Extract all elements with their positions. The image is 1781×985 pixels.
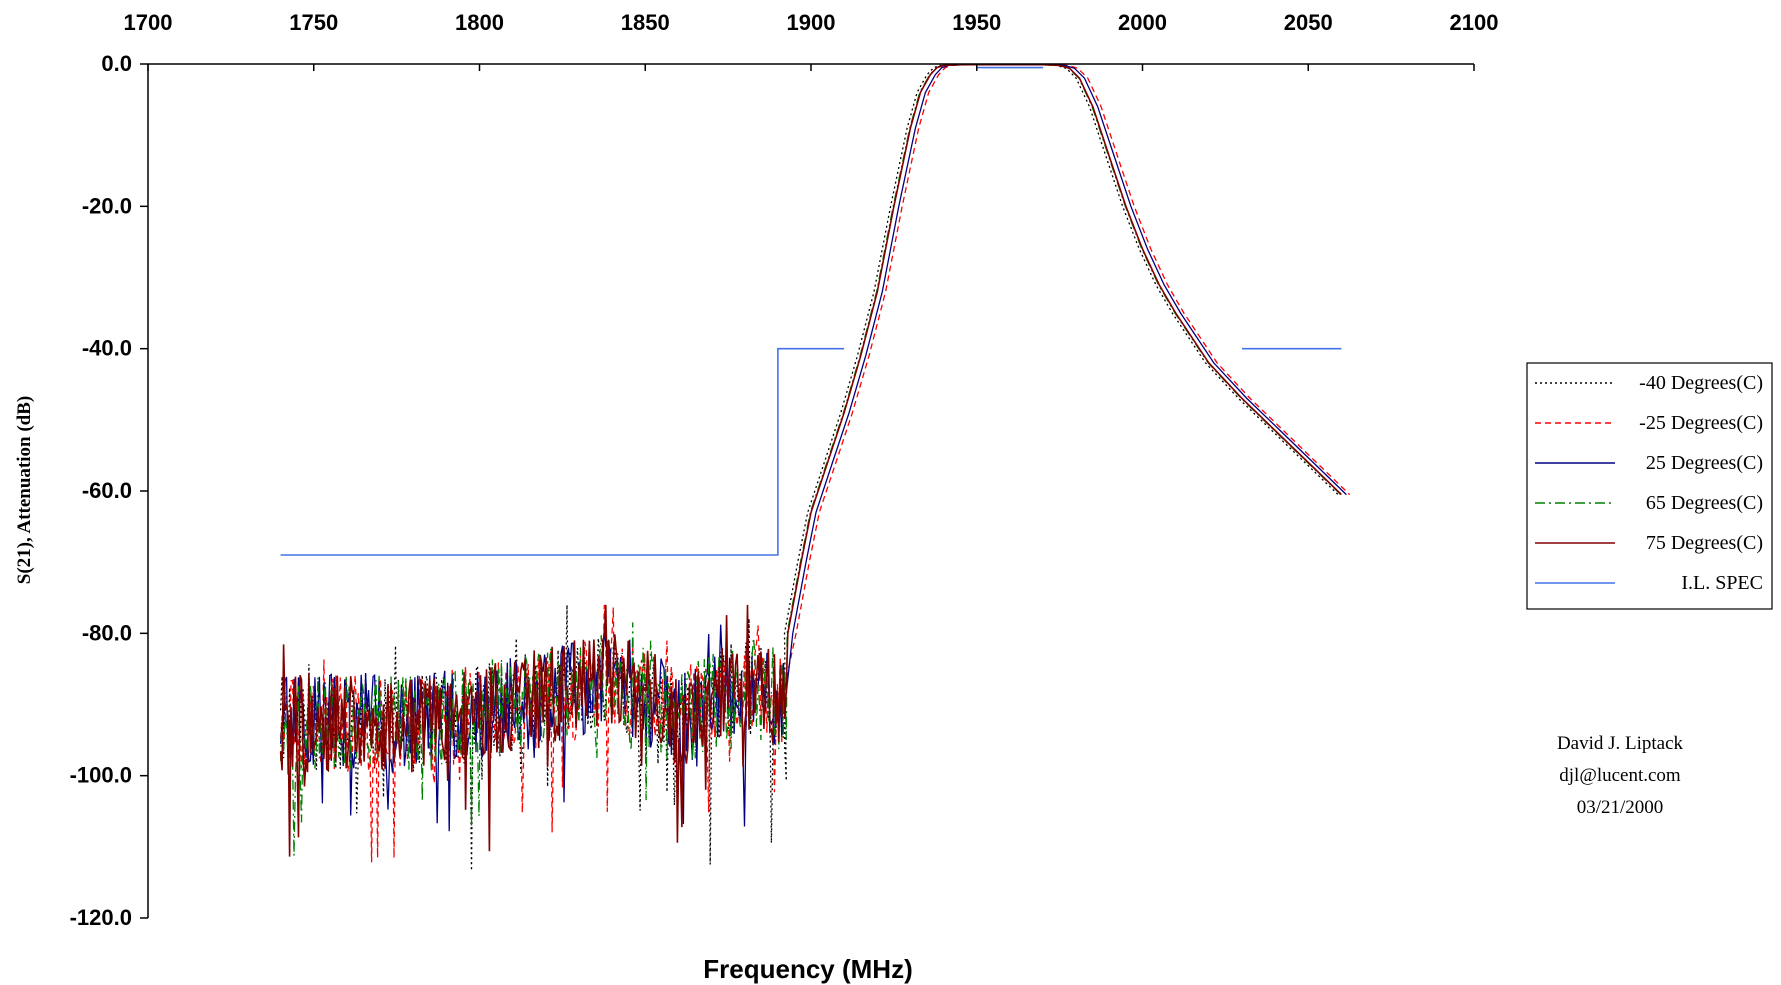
x-tick-label-1: 1750	[289, 10, 338, 35]
x-tick-label-6: 2000	[1118, 10, 1167, 35]
series-line-4	[279, 63, 1342, 857]
legend-label-4: 75 Degrees(C)	[1646, 532, 1763, 554]
y-tick-label-5: -100.0	[70, 763, 132, 788]
x-axis-title: Frequency (MHz)	[703, 954, 912, 984]
y-tick-label-6: -120.0	[70, 905, 132, 930]
legend-label-1: -25 Degrees(C)	[1639, 412, 1763, 434]
x-tick-label-4: 1900	[787, 10, 836, 35]
legend-label-0: -40 Degrees(C)	[1639, 372, 1763, 394]
y-tick-label-3: -60.0	[82, 478, 132, 503]
plot-lines	[279, 63, 1351, 871]
x-tick-label-0: 1700	[124, 10, 173, 35]
x-tick-label-3: 1850	[621, 10, 670, 35]
legend-label-3: 65 Degrees(C)	[1646, 492, 1763, 514]
legend-label-5: I.L. SPEC	[1681, 572, 1763, 594]
legend-label-2: 25 Degrees(C)	[1646, 452, 1763, 474]
y-axis-title: S(21), Attenuation (dB)	[14, 396, 35, 584]
x-tick-label-7: 2050	[1284, 10, 1333, 35]
spec-line-segment-0	[280, 347, 845, 556]
chart-date: 03/21/2000	[1576, 797, 1664, 818]
y-tick-label-0: 0.0	[101, 51, 132, 76]
x-tick-label-5: 1950	[952, 10, 1001, 35]
x-tick-label-8: 2100	[1450, 10, 1499, 35]
author-annotation: David J. Liptack djl@lucent.com 03/21/20…	[1510, 728, 1730, 824]
y-tick-label-2: -40.0	[82, 336, 132, 361]
series-line-3	[279, 64, 1342, 856]
legend: -40 Degrees(C) -25 Degrees(C) 25 Degrees(C…	[1526, 362, 1773, 610]
x-tick-label-2: 1800	[455, 10, 504, 35]
y-tick-label-4: -80.0	[82, 620, 132, 645]
series-line-1	[279, 64, 1351, 863]
author-email: djl@lucent.com	[1559, 765, 1681, 786]
y-tick-label-1: -20.0	[82, 193, 132, 218]
legend-box	[1526, 362, 1773, 610]
author-name: David J. Liptack	[1556, 733, 1684, 754]
axes: 1700 1750 1800 1850 1900 1950 2000 2050 2100 0.0 -…	[70, 10, 1499, 930]
